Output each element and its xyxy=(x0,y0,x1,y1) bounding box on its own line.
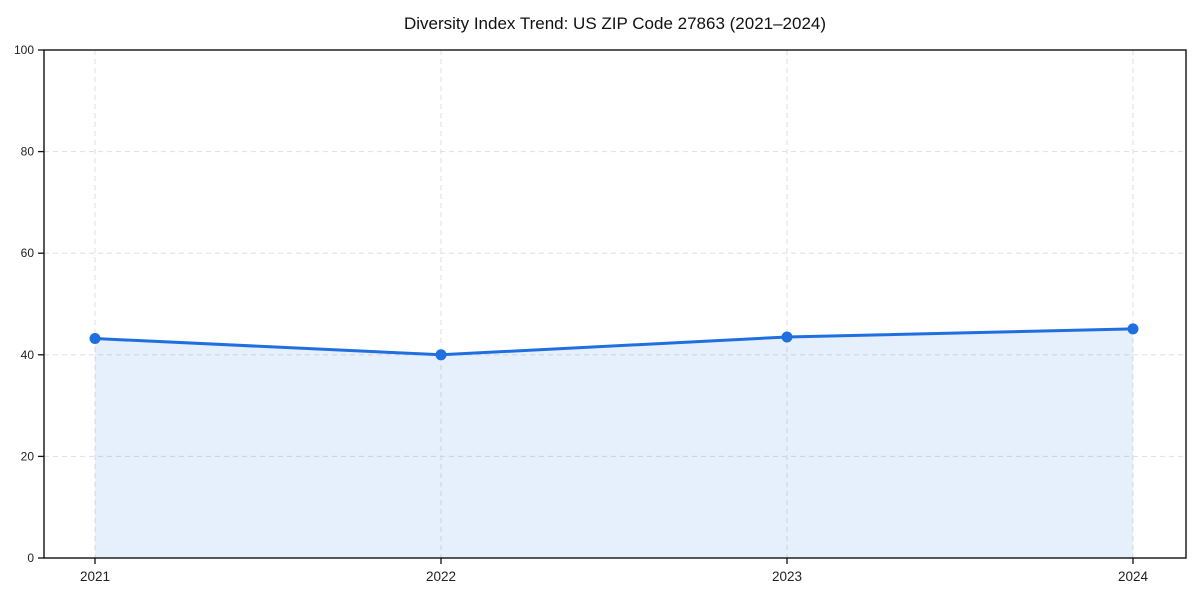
chart-title: Diversity Index Trend: US ZIP Code 27863… xyxy=(404,14,826,33)
y-tick-label: 60 xyxy=(21,246,35,260)
data-point-marker xyxy=(89,333,101,345)
y-tick-label: 80 xyxy=(21,145,35,159)
x-tick-label: 2023 xyxy=(772,569,802,584)
data-point-marker xyxy=(1127,323,1139,335)
x-tick-label: 2022 xyxy=(426,569,456,584)
plot-frame xyxy=(43,49,1187,559)
y-tick-label: 40 xyxy=(21,348,35,362)
y-tick-label: 20 xyxy=(21,449,35,463)
area-fill xyxy=(95,328,1133,558)
data-point-marker xyxy=(781,331,793,343)
data-point-marker xyxy=(435,349,447,361)
x-tick-label: 2021 xyxy=(80,569,110,584)
x-tick-label: 2024 xyxy=(1118,569,1149,584)
y-tick-label: 0 xyxy=(27,551,34,565)
y-tick-label: 100 xyxy=(14,43,34,57)
trend-line xyxy=(93,327,1135,357)
